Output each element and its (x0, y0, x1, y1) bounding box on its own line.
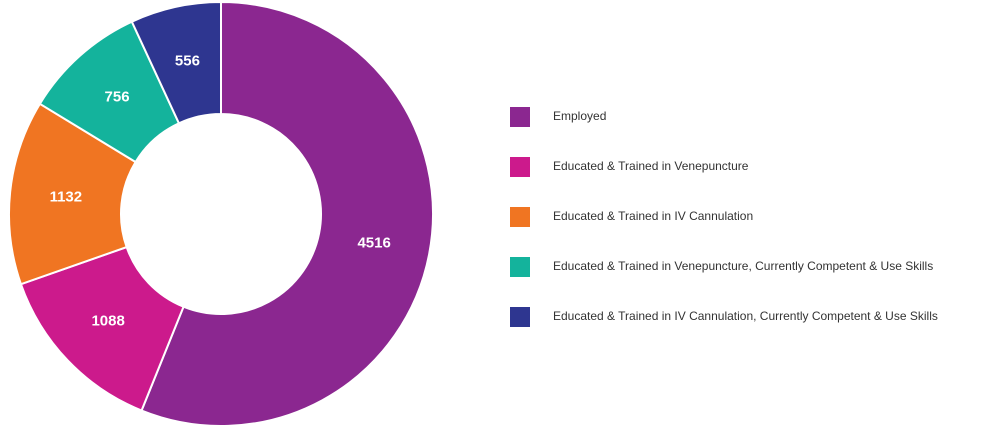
legend-label: Employed (553, 109, 606, 123)
legend-label: Educated & Trained in IV Cannulation, Cu… (553, 309, 938, 323)
value-label: 1132 (50, 189, 83, 206)
legend-swatch (510, 207, 530, 227)
value-label: 556 (175, 53, 200, 70)
legend-swatch (510, 157, 530, 177)
legend-swatch (510, 257, 530, 277)
legend-label: Educated & Trained in IV Cannulation (553, 209, 753, 223)
legend-label: Educated & Trained in Venepuncture (553, 159, 749, 173)
legend-swatch (510, 107, 530, 127)
value-label: 756 (105, 89, 130, 106)
legend-label: Educated & Trained in Venepuncture, Curr… (553, 259, 933, 273)
legend-swatch (510, 307, 530, 327)
slice (8, 102, 137, 286)
slice (140, 0, 434, 427)
value-label: 1088 (91, 313, 124, 330)
value-label: 4516 (357, 235, 390, 252)
slice (130, 0, 222, 125)
